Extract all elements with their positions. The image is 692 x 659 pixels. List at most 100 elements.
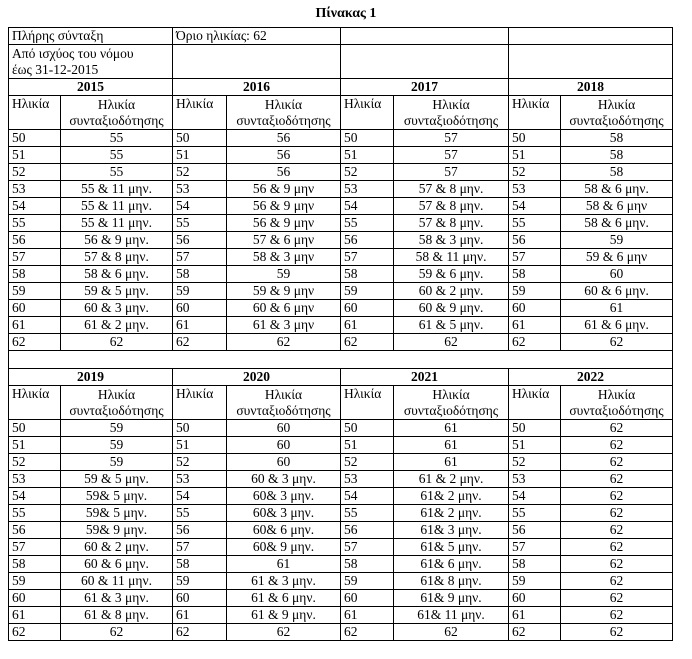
retirement-age: 56 & 9 μην [225,197,342,215]
retirement-age-text: 59& 5 μην. [85,488,148,504]
retirement-age: 62 [60,623,173,641]
retirement-age-text: 62 [609,488,624,504]
year-text: 2018 [577,79,605,95]
data-row: 50 55 50 56 50 57 50 58 [8,129,674,147]
retirement-age-text: 56 & 9 μην. [84,232,149,248]
empty-cell [508,27,674,45]
age: 61 [172,316,227,334]
retirement-age: 55 [60,129,173,147]
age: 53 [172,470,227,488]
retirement-age: 62 [225,333,342,351]
data-row: 58 58 & 6 μην. 58 59 58 59 & 6 μην. 58 60 [8,265,674,283]
age: 54 [8,487,61,505]
retirement-age: 61 & 3 μην. [60,589,173,607]
age-text: 62 [512,624,526,640]
age: 58 [8,555,61,573]
retirement-age: 62 [560,623,674,641]
age-text: 61 [176,317,190,333]
retirement-age: 59 & 6 μην [560,248,674,266]
age-limit: Όριο ηλικίας: 62 [171,27,342,45]
age: 60 [8,589,61,607]
age-text: 54 [344,488,358,504]
age: 57 [8,538,61,556]
age-text: 56 [176,232,190,248]
age-header: Ηλικία [508,385,562,420]
retirement-age: 62 [560,589,674,607]
retirement-age: 57 & 8 μην. [393,197,510,215]
year-text: 2017 [411,79,439,95]
age: 50 [8,129,61,147]
age-text: 59 [176,573,190,589]
retirement-age-text: 60 & 2 μην. [84,539,149,555]
age-text: 56 [344,232,358,248]
age-header-text: Ηλικία [512,96,550,112]
age-text: 60 [12,590,26,606]
age: 53 [340,180,395,198]
age-text: 56 [12,522,26,538]
age-text: 55 [344,505,358,521]
age-text: 57 [176,249,190,265]
retirement-age-text: 61 & 8 μην. [84,607,149,623]
age-text: 54 [12,488,26,504]
age: 60 [340,589,395,607]
retirement-header: Ηλικία συνταξιοδότησης [60,385,173,420]
retirement-header-text: Ηλικία [264,96,303,112]
age-text: 58 [12,556,26,572]
age: 56 [340,231,395,249]
age-text: 62 [12,334,26,350]
retirement-age-text: 60 & 9 μην. [418,300,484,316]
data-row: 52 59 52 60 52 61 52 62 [8,453,674,471]
retirement-age-text: 61 [444,420,458,436]
retirement-age: 61 & 6 μην. [225,589,342,607]
age: 58 [508,555,562,573]
age-text: 56 [512,232,526,248]
retirement-age: 62 [560,470,674,488]
retirement-age-text: 59 & 5 μην. [84,283,149,299]
age: 58 [172,265,227,283]
retirement-age-text: 62 [109,334,124,350]
age-text: 60 [344,300,358,316]
retirement-header-text: συνταξιοδότησης [236,112,331,128]
retirement-age: 58 & 6 μην [560,197,674,215]
age: 55 [340,214,395,232]
year-row: 2015 2016 2017 2018 [8,78,674,96]
age: 60 [508,299,562,317]
age-text: 50 [176,130,190,146]
data-row: 51 55 51 56 51 57 51 58 [8,146,674,164]
age: 57 [340,248,395,266]
age: 50 [508,419,562,437]
age-text: 53 [512,181,526,197]
age-text: 52 [12,454,26,470]
age: 57 [508,248,562,266]
age: 50 [508,129,562,147]
data-row: 56 59& 9 μην. 56 60& 6 μην. 56 61& 3 μην. 56 62 [8,521,674,539]
age: 59 [340,572,395,590]
age: 57 [172,538,227,556]
data-row: 54 55 & 11 μην. 54 56 & 9 μην 54 57 & 8 μην. 5… [8,197,674,215]
age-text: 51 [344,147,358,163]
retirement-age-text: 58 [609,164,624,180]
age: 58 [8,265,61,283]
retirement-age: 60 & 3 μην. [60,299,173,317]
retirement-age-text: 58 & 6 μην. [584,215,649,231]
retirement-age: 59& 5 μην. [60,487,173,505]
retirement-age: 59 & 9 μην [225,282,342,300]
age: 50 [172,129,227,147]
table-title: Πίνακας 1 [315,6,377,21]
retirement-age: 60 [225,453,342,471]
retirement-age-text: 59 [109,420,124,436]
age-text: 59 [512,573,526,589]
data-row: 56 56 & 9 μην. 56 57 & 6 μην 56 58 & 3 μην. 56… [8,231,674,249]
age: 59 [8,282,61,300]
age-text: 55 [512,505,526,521]
retirement-age: 61 & 9 μην. [225,606,342,624]
retirement-age-text: 60& 3 μην. [252,488,315,504]
retirement-age: 60 & 6 μην. [560,282,674,300]
data-row: 60 60 & 3 μην. 60 60 & 6 μην 60 60 & 9 μην. 60… [8,299,674,317]
age: 50 [340,419,395,437]
age: 57 [172,248,227,266]
age-text: 61 [176,607,190,623]
retirement-age: 55 & 11 μην. [60,214,173,232]
retirement-age: 60 & 3 μην. [225,470,342,488]
retirement-age-text: 57 [444,147,458,163]
